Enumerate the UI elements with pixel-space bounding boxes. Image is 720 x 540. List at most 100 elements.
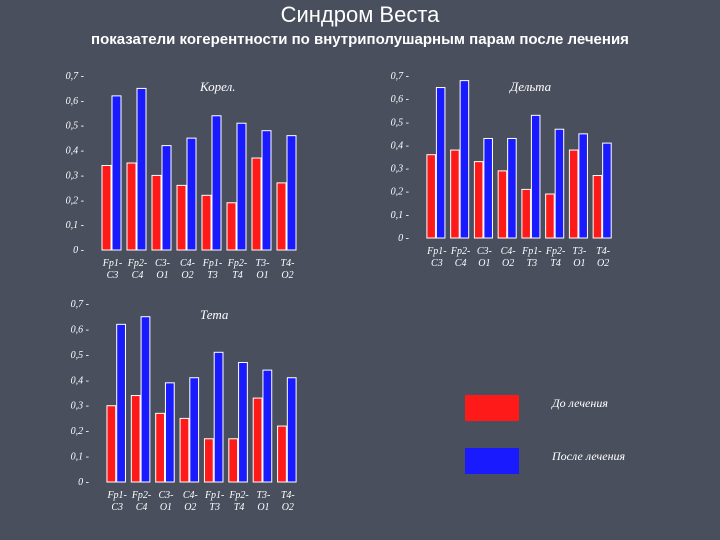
- x-tick-label: Fp2-T4: [227, 258, 247, 281]
- y-tick-label: 0,1 -: [391, 210, 409, 221]
- x-tick-label: Fp1-C3: [106, 490, 126, 513]
- x-tick-label: C4-O2: [180, 258, 195, 281]
- x-tick-label: T4-O2: [281, 258, 295, 281]
- bar-before-4: [497, 170, 508, 239]
- y-tick-label: 0,2 -: [71, 426, 89, 437]
- y-tick-label: 0,7 -: [391, 71, 409, 82]
- bar-after-2: [140, 316, 151, 483]
- bar-after-3: [483, 137, 493, 239]
- bar-before-8: [592, 175, 603, 239]
- chart-title-delta: Дельта: [508, 79, 552, 94]
- y-tick-label: 0 -: [73, 245, 84, 256]
- bar-before-5: [203, 438, 214, 483]
- x-tick-label: C3-O1: [158, 490, 173, 513]
- x-tick-label: Fp1-T3: [521, 246, 541, 269]
- y-tick-label: 0,7 -: [66, 71, 84, 82]
- bar-before-1: [106, 405, 117, 483]
- y-tick-label: 0,5 -: [71, 350, 89, 361]
- bar-after-6: [238, 361, 248, 483]
- page-subtitle: показатели когерентности по внутриполуша…: [91, 31, 629, 48]
- y-tick-label: 0,3 -: [66, 170, 84, 181]
- x-tick-label: C4-O2: [183, 490, 198, 513]
- bar-before-8: [277, 425, 287, 483]
- bar-after-3: [164, 382, 175, 483]
- y-tick-label: 0 -: [78, 477, 89, 488]
- x-tick-label: C3-O1: [477, 246, 492, 269]
- bar-after-5: [211, 115, 222, 251]
- x-tick-label: Fp1-C3: [102, 258, 122, 281]
- y-tick-label: 0,4 -: [71, 375, 89, 386]
- bar-after-6: [236, 122, 247, 251]
- y-tick-label: 0,1 -: [71, 452, 89, 463]
- legend-after-label: После лечения: [552, 449, 626, 463]
- bar-after-3: [161, 145, 172, 251]
- y-tick-label: 0,2 -: [66, 195, 84, 206]
- legend-before-label: До лечения: [552, 396, 608, 410]
- bar-before-7: [251, 157, 262, 251]
- bar-before-4: [176, 184, 187, 251]
- chart-title-korel: Корел.: [199, 79, 236, 94]
- x-tick-label: Fp1-C3: [426, 246, 446, 269]
- x-tick-label: T3-O1: [256, 258, 270, 281]
- bar-after-7: [262, 369, 273, 483]
- y-tick-label: 0,5 -: [66, 121, 84, 132]
- bar-before-2: [130, 395, 141, 483]
- x-tick-label: Fp2-C4: [131, 490, 151, 513]
- bar-after-4: [186, 137, 197, 251]
- bar-after-5: [530, 114, 541, 239]
- legend-before-swatch: [465, 395, 519, 421]
- y-tick-label: 0,4 -: [391, 140, 409, 151]
- x-tick-label: T4-O2: [596, 246, 610, 269]
- bar-after-7: [578, 133, 588, 239]
- chart-title-teta: Тета: [200, 307, 229, 322]
- bar-after-1: [435, 87, 446, 239]
- bar-after-2: [136, 87, 147, 251]
- y-tick-label: 0,7 -: [71, 299, 89, 310]
- bar-after-8: [286, 135, 297, 251]
- legend-after-swatch: [465, 448, 519, 474]
- bar-after-2: [459, 80, 470, 239]
- x-tick-label: T4-O2: [281, 490, 295, 513]
- y-tick-label: 0,5 -: [391, 117, 409, 128]
- x-tick-label: Fp1-T3: [204, 490, 224, 513]
- y-tick-label: 0,2 -: [391, 187, 409, 198]
- bar-before-4: [179, 417, 190, 483]
- bar-before-7: [568, 149, 579, 239]
- bar-after-4: [507, 137, 517, 239]
- bar-before-3: [151, 174, 162, 251]
- bar-before-6: [545, 193, 555, 239]
- x-tick-label: Fp2-C4: [127, 258, 147, 281]
- bar-before-3: [155, 412, 165, 483]
- x-tick-label: Fp2-T4: [545, 246, 565, 269]
- y-tick-label: 0,6 -: [391, 94, 409, 105]
- bar-before-2: [126, 162, 137, 251]
- bar-before-7: [252, 397, 263, 483]
- bar-after-1: [111, 95, 122, 251]
- bar-before-1: [426, 154, 436, 239]
- bar-before-2: [450, 149, 460, 239]
- bar-before-3: [473, 161, 484, 239]
- bar-before-6: [226, 202, 237, 251]
- bar-after-4: [189, 377, 200, 483]
- bar-after-8: [602, 142, 612, 239]
- bar-after-7: [261, 130, 272, 251]
- x-tick-label: Fp1-T3: [202, 258, 222, 281]
- x-tick-label: Fp2-C4: [450, 246, 470, 269]
- x-tick-label: C3-O1: [155, 258, 170, 281]
- bar-before-8: [276, 182, 287, 251]
- y-tick-label: 0,6 -: [66, 96, 84, 107]
- x-tick-label: T3-O1: [572, 246, 586, 269]
- bar-after-6: [554, 128, 565, 239]
- y-tick-label: 0,3 -: [391, 164, 409, 175]
- y-tick-label: 0 -: [398, 233, 409, 244]
- bar-after-5: [213, 351, 224, 483]
- bar-before-5: [521, 188, 531, 239]
- page-title: Синдром Веста: [280, 2, 440, 27]
- x-tick-label: T3-O1: [256, 490, 270, 513]
- bar-before-1: [101, 164, 112, 251]
- x-tick-label: Fp2-T4: [228, 490, 248, 513]
- bar-before-6: [228, 438, 239, 483]
